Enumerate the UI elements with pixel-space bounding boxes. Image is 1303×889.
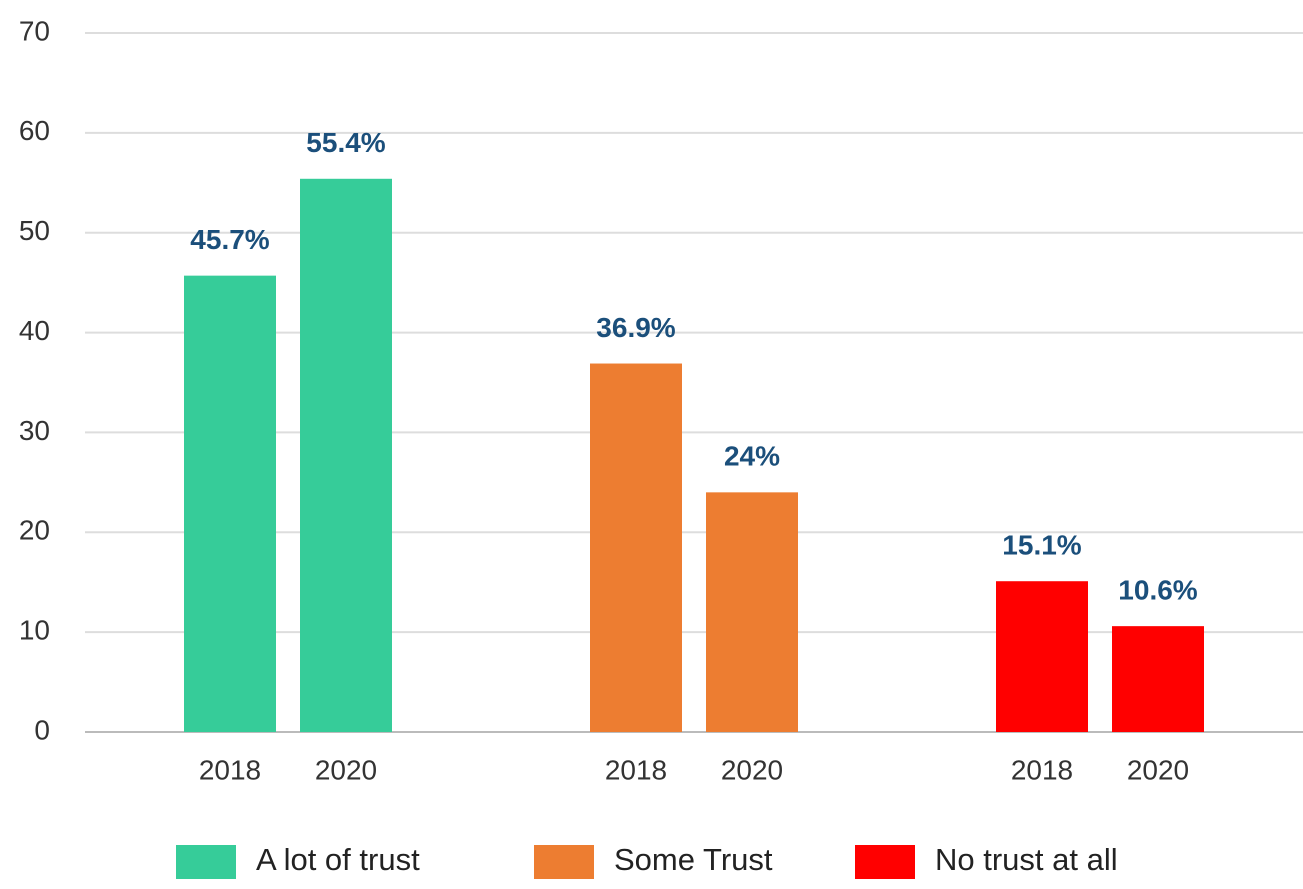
bar xyxy=(300,178,392,732)
y-tick-label: 30 xyxy=(19,415,50,446)
bar xyxy=(184,275,276,732)
value-label: 36.9% xyxy=(596,312,675,343)
bar xyxy=(590,363,682,732)
legend-swatch xyxy=(176,845,236,879)
x-tick-label: 2020 xyxy=(721,754,783,785)
value-label: 24% xyxy=(724,441,780,472)
y-tick-label: 20 xyxy=(19,515,50,546)
bar xyxy=(1112,626,1204,732)
x-tick-label: 2018 xyxy=(199,754,261,785)
bar xyxy=(996,581,1088,732)
value-label: 55.4% xyxy=(306,127,385,158)
x-tick-label: 2018 xyxy=(605,754,667,785)
legend-swatch xyxy=(534,845,594,879)
value-label: 15.1% xyxy=(1002,530,1081,561)
value-label: 45.7% xyxy=(190,224,269,255)
legend-label: No trust at all xyxy=(935,842,1118,877)
y-tick-label: 50 xyxy=(19,215,50,246)
legend-swatch xyxy=(855,845,915,879)
x-tick-label: 2020 xyxy=(315,754,377,785)
x-tick-label: 2020 xyxy=(1127,754,1189,785)
y-tick-label: 60 xyxy=(19,115,50,146)
legend-label: Some Trust xyxy=(614,842,773,877)
y-tick-label: 0 xyxy=(34,714,50,745)
bar xyxy=(706,492,798,732)
x-tick-label: 2018 xyxy=(1011,754,1073,785)
y-tick-label: 40 xyxy=(19,315,50,346)
legend-label: A lot of trust xyxy=(256,842,420,877)
y-tick-label: 70 xyxy=(19,15,50,46)
y-tick-label: 10 xyxy=(19,615,50,646)
value-label: 10.6% xyxy=(1118,575,1197,606)
